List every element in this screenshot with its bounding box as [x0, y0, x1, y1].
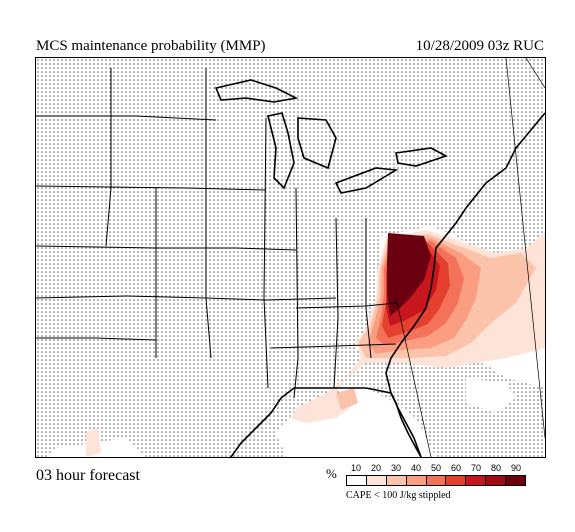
legend-label: 90: [510, 463, 521, 473]
map-panel: [35, 57, 546, 458]
legend-swatch: [365, 476, 386, 485]
stipple-note: CAPE < 100 J/kg stippled: [346, 490, 451, 501]
legend-labels: 10 20 30 40 50 60 70 80 90: [346, 463, 526, 475]
legend-unit: %: [326, 466, 337, 481]
legend-swatch: [485, 476, 506, 485]
legend-label: 50: [430, 463, 441, 473]
legend-label: 30: [390, 463, 401, 473]
color-legend: [346, 475, 526, 486]
map-title: MCS maintenance probability (MMP): [36, 38, 266, 54]
coastlines: [214, 79, 545, 457]
legend-swatch: [405, 476, 426, 485]
legend-label: 10: [350, 463, 361, 473]
legend-swatch: [385, 476, 406, 485]
legend-label: 20: [370, 463, 381, 473]
legend-swatch: [505, 476, 526, 485]
run-info: 10/28/2009 03z RUC: [415, 38, 544, 54]
legend-label: 70: [470, 463, 481, 473]
state-boundaries: [36, 68, 397, 399]
legend-label: 80: [490, 463, 501, 473]
lat-lon-lines: [395, 58, 545, 457]
legend-swatch: [347, 476, 366, 485]
legend-swatch: [425, 476, 446, 485]
probability-map: [36, 58, 545, 457]
forecast-label: 03 hour forecast: [36, 467, 140, 484]
legend-swatch: [465, 476, 486, 485]
legend-label: 60: [450, 463, 461, 473]
legend-label: 40: [410, 463, 421, 473]
legend-swatch: [445, 476, 466, 485]
